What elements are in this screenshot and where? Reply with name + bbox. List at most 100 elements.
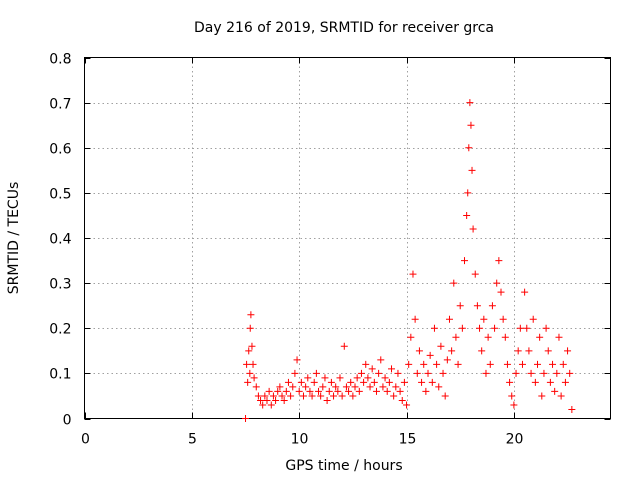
data-point [319,383,327,391]
axis-ticks: 0 0.1 0.2 0.3 0.4 0.5 0.6 0.7 0.8 0 5 10 15 20 [49,52,611,448]
data-point [467,121,475,129]
data-point [428,378,436,386]
data-point [471,270,479,278]
data-point [514,347,522,355]
data-point [250,374,258,382]
data-point [557,392,565,400]
data-point [555,333,563,341]
data-point [486,360,494,368]
data-point [546,378,554,386]
data-point [284,378,292,386]
data-point [272,396,280,404]
data-point [259,401,267,409]
data-point [280,396,288,404]
y-tick-label: 0.8 [49,52,71,68]
data-point [499,315,507,323]
data-point [413,369,421,377]
y-tick-label: 0.6 [49,142,71,158]
data-point [561,378,569,386]
x-tick-label: 5 [188,432,197,448]
data-point [390,392,398,400]
data-point [383,387,391,395]
grid-lines [84,57,611,419]
data-point [364,374,372,382]
data-point [351,383,359,391]
data-point [282,387,290,395]
data-point [544,347,552,355]
data-point [497,288,505,296]
data-point [366,383,374,391]
data-point [536,333,544,341]
data-point [372,387,380,395]
y-tick-label: 0.2 [49,322,71,338]
data-point [435,383,443,391]
data-point [304,374,312,382]
data-point [375,369,383,377]
y-tick-label: 0.4 [49,232,71,248]
data-point [392,383,400,391]
data-point [276,383,284,391]
data-point [355,387,363,395]
data-point [400,378,408,386]
data-point [257,396,265,404]
data-point [297,378,305,386]
data-point [473,302,481,310]
data-point [244,378,252,386]
data-point [370,378,378,386]
data-point [540,369,548,377]
data-point [452,333,460,341]
data-point [480,315,488,323]
data-point [377,356,385,364]
data-point [388,365,396,373]
data-point [278,392,286,400]
data-point [437,342,445,350]
data-point [564,347,572,355]
data-point [450,279,458,287]
data-point [542,324,550,332]
data-point [506,378,514,386]
data-point [523,324,531,332]
data-point [491,324,499,332]
data-point [466,99,474,107]
data-point [357,369,365,377]
x-tick-label: 0 [81,432,90,448]
data-point [529,315,537,323]
data-point [461,257,469,265]
data-point [360,378,368,386]
data-point [349,392,357,400]
data-point [261,392,269,400]
data-points [242,99,576,422]
y-tick-label: 0.1 [49,367,71,383]
data-point [396,387,404,395]
data-point [407,333,415,341]
data-point [315,387,323,395]
data-point [430,324,438,332]
data-point [495,257,503,265]
data-point [310,378,318,386]
data-point [398,396,406,404]
data-point [368,365,376,373]
data-point [249,360,257,368]
data-point [525,347,533,355]
data-point [527,369,535,377]
data-point [510,401,518,409]
data-point [254,392,262,400]
data-point [521,288,529,296]
x-tick-label: 20 [506,432,524,448]
data-point [291,369,299,377]
y-tick-label: 0.5 [49,187,71,203]
data-point [243,360,251,368]
x-tick-label: 15 [399,432,417,448]
data-point [332,383,340,391]
data-point [549,360,557,368]
data-point [246,369,254,377]
data-point [566,369,574,377]
data-point [302,383,310,391]
data-point [274,387,282,395]
data-point [317,392,325,400]
data-point [269,392,277,400]
data-point [551,387,559,395]
data-point [468,166,476,174]
